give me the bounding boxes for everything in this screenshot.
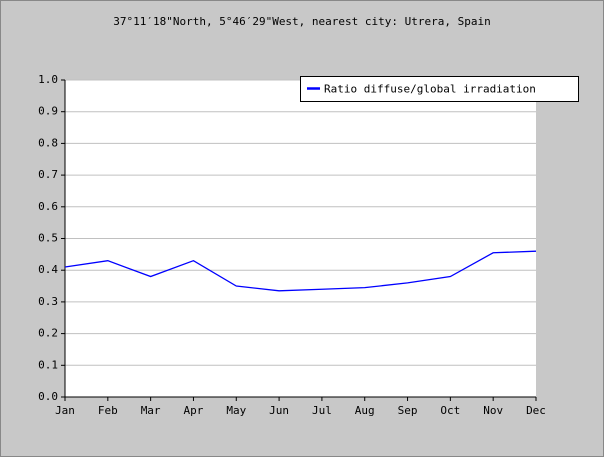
x-tick-label: Oct bbox=[440, 404, 460, 417]
x-tick-label: Jun bbox=[269, 404, 289, 417]
x-tick-label: Aug bbox=[355, 404, 375, 417]
legend-box bbox=[300, 76, 579, 102]
chart-title: 37°11′18"North, 5°46′29"West, nearest ci… bbox=[113, 15, 491, 28]
x-tick-label: Feb bbox=[98, 404, 118, 417]
y-tick-label: 0.8 bbox=[38, 136, 58, 149]
y-tick-label: 0.1 bbox=[38, 358, 58, 371]
x-tick-label: Jan bbox=[55, 404, 75, 417]
y-tick-label: 0.0 bbox=[38, 390, 58, 403]
y-tick-label: 0.5 bbox=[38, 232, 58, 245]
x-tick-label: Apr bbox=[184, 404, 204, 417]
y-tick-label: 0.2 bbox=[38, 327, 58, 340]
data-line bbox=[64, 250, 537, 292]
x-tick-label: May bbox=[226, 404, 246, 417]
y-tick-label: 1.0 bbox=[38, 73, 58, 86]
y-tick-label: 0.7 bbox=[38, 168, 58, 181]
y-tick-label: 0.9 bbox=[38, 105, 58, 118]
y-tick-label: 0.3 bbox=[38, 295, 58, 308]
x-tick-label: Jul bbox=[312, 404, 332, 417]
x-tick-label: Mar bbox=[141, 404, 161, 417]
x-tick-label: Nov bbox=[483, 404, 503, 417]
x-tick-label: Dec bbox=[526, 404, 546, 417]
x-tick-label: Sep bbox=[398, 404, 418, 417]
y-tick-label: 0.6 bbox=[38, 200, 58, 213]
legend-label: Ratio diffuse/global irradiation bbox=[324, 83, 536, 96]
y-tick-label: 0.4 bbox=[38, 263, 58, 276]
